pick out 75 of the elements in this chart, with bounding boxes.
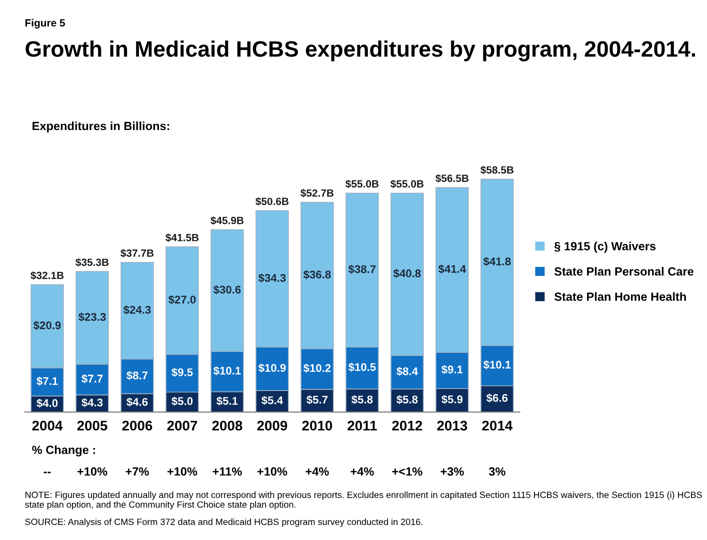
legend-label: State Plan Personal Care <box>554 266 694 276</box>
x-tick-label: 2008 <box>212 420 242 431</box>
text: +3% <box>440 467 464 476</box>
source-note: SOURCE: Analysis of CMS Form 372 data and Medicaid HCBS program survey conducted in 2016. <box>25 518 422 527</box>
data-label: $41.4 <box>438 264 466 274</box>
text: +10% <box>257 467 288 476</box>
text: +7% <box>126 467 149 476</box>
data-label: $5.0 <box>172 396 193 406</box>
data-label: $10.1 <box>483 360 511 370</box>
data-label: $10.9 <box>258 363 286 373</box>
x-tick-label: 2005 <box>77 420 108 431</box>
total-label: $58.5B <box>480 166 514 174</box>
chart-title: Growth in Medicaid HCBS expenditures by program, 2004-2014. <box>26 40 696 62</box>
data-label: $8.4 <box>396 366 418 376</box>
text: +<1% <box>392 467 422 476</box>
total-label: $35.3B <box>76 258 109 267</box>
x-tick-label: 2009 <box>257 420 288 431</box>
total-label: $52.7B <box>300 188 334 198</box>
data-label: $10.1 <box>213 366 241 376</box>
data-label: $9.5 <box>172 368 193 377</box>
data-label: $5.4 <box>262 396 283 405</box>
caption: Figure 5 <box>25 18 65 29</box>
chart-subtitle: Expenditures in Billions: <box>32 122 170 133</box>
legend-label: § 1915 (c) Waivers <box>554 242 656 253</box>
data-label: $30.6 <box>213 285 241 294</box>
text: -- <box>44 472 51 474</box>
x-tick-label: 2012 <box>392 420 422 431</box>
legend-label: State Plan Home Health <box>554 292 686 301</box>
data-label: $7.7 <box>82 374 103 384</box>
data-label: $5.8 <box>396 395 418 404</box>
text: % Change : <box>32 445 95 456</box>
data-label: $24.3 <box>123 305 151 314</box>
total-label: $45.9B <box>210 216 244 225</box>
data-label: $40.8 <box>393 268 421 278</box>
total-label: $32.1B <box>30 271 64 280</box>
x-tick-label: 2013 <box>437 420 468 431</box>
total-label: $55.0B <box>390 180 424 188</box>
data-label: $7.1 <box>36 376 58 386</box>
data-label: $6.6 <box>486 394 508 403</box>
data-label: $4.6 <box>126 397 148 407</box>
data-label: $34.3 <box>258 274 286 283</box>
x-tick-label: 2014 <box>482 420 513 431</box>
text: +11% <box>212 467 242 476</box>
x-tick-label: 2004 <box>32 420 63 431</box>
data-label: $20.9 <box>33 320 61 330</box>
text: +4% <box>350 467 374 476</box>
data-label: $5.7 <box>306 395 328 404</box>
x-tick-label: 2006 <box>122 420 152 431</box>
x-tick-label: 2011 <box>348 420 377 431</box>
data-label: $4.0 <box>36 398 58 408</box>
total-label: $55.0B <box>346 180 378 188</box>
text: NOTE: Figures updated annually and may not correspond with previous reports. Excludes enrollment in capitated Section 1115 HCBS waivers, the Section 1915 (i) HCBS state plan option, and the Community First Choice state plan option. <box>24 491 702 510</box>
data-label: $5.1 <box>216 396 238 406</box>
data-label: $10.2 <box>303 364 331 373</box>
data-label: $5.8 <box>352 395 373 404</box>
data-label: $36.8 <box>303 270 331 280</box>
data-label: $8.7 <box>126 371 148 380</box>
total-label: $50.6B <box>256 197 289 206</box>
text: +10% <box>77 467 108 476</box>
data-label: $5.9 <box>441 394 463 404</box>
x-tick-label: 2007 <box>167 420 198 431</box>
total-label: $37.7B <box>120 248 154 258</box>
data-label: $41.8 <box>483 256 511 266</box>
data-label: $4.3 <box>82 398 103 408</box>
data-label: $9.1 <box>441 365 463 374</box>
text: +10% <box>167 467 198 476</box>
text: 3% <box>488 467 506 476</box>
total-label: $56.5B <box>436 174 468 183</box>
data-label: $10.5 <box>348 362 376 372</box>
x-tick-label: 2010 <box>302 420 332 431</box>
total-label: $41.5B <box>166 233 199 242</box>
data-label: $38.7 <box>348 264 376 274</box>
data-label: $23.3 <box>78 312 106 322</box>
text: +4% <box>306 467 329 476</box>
data-label: $27.0 <box>168 295 196 304</box>
